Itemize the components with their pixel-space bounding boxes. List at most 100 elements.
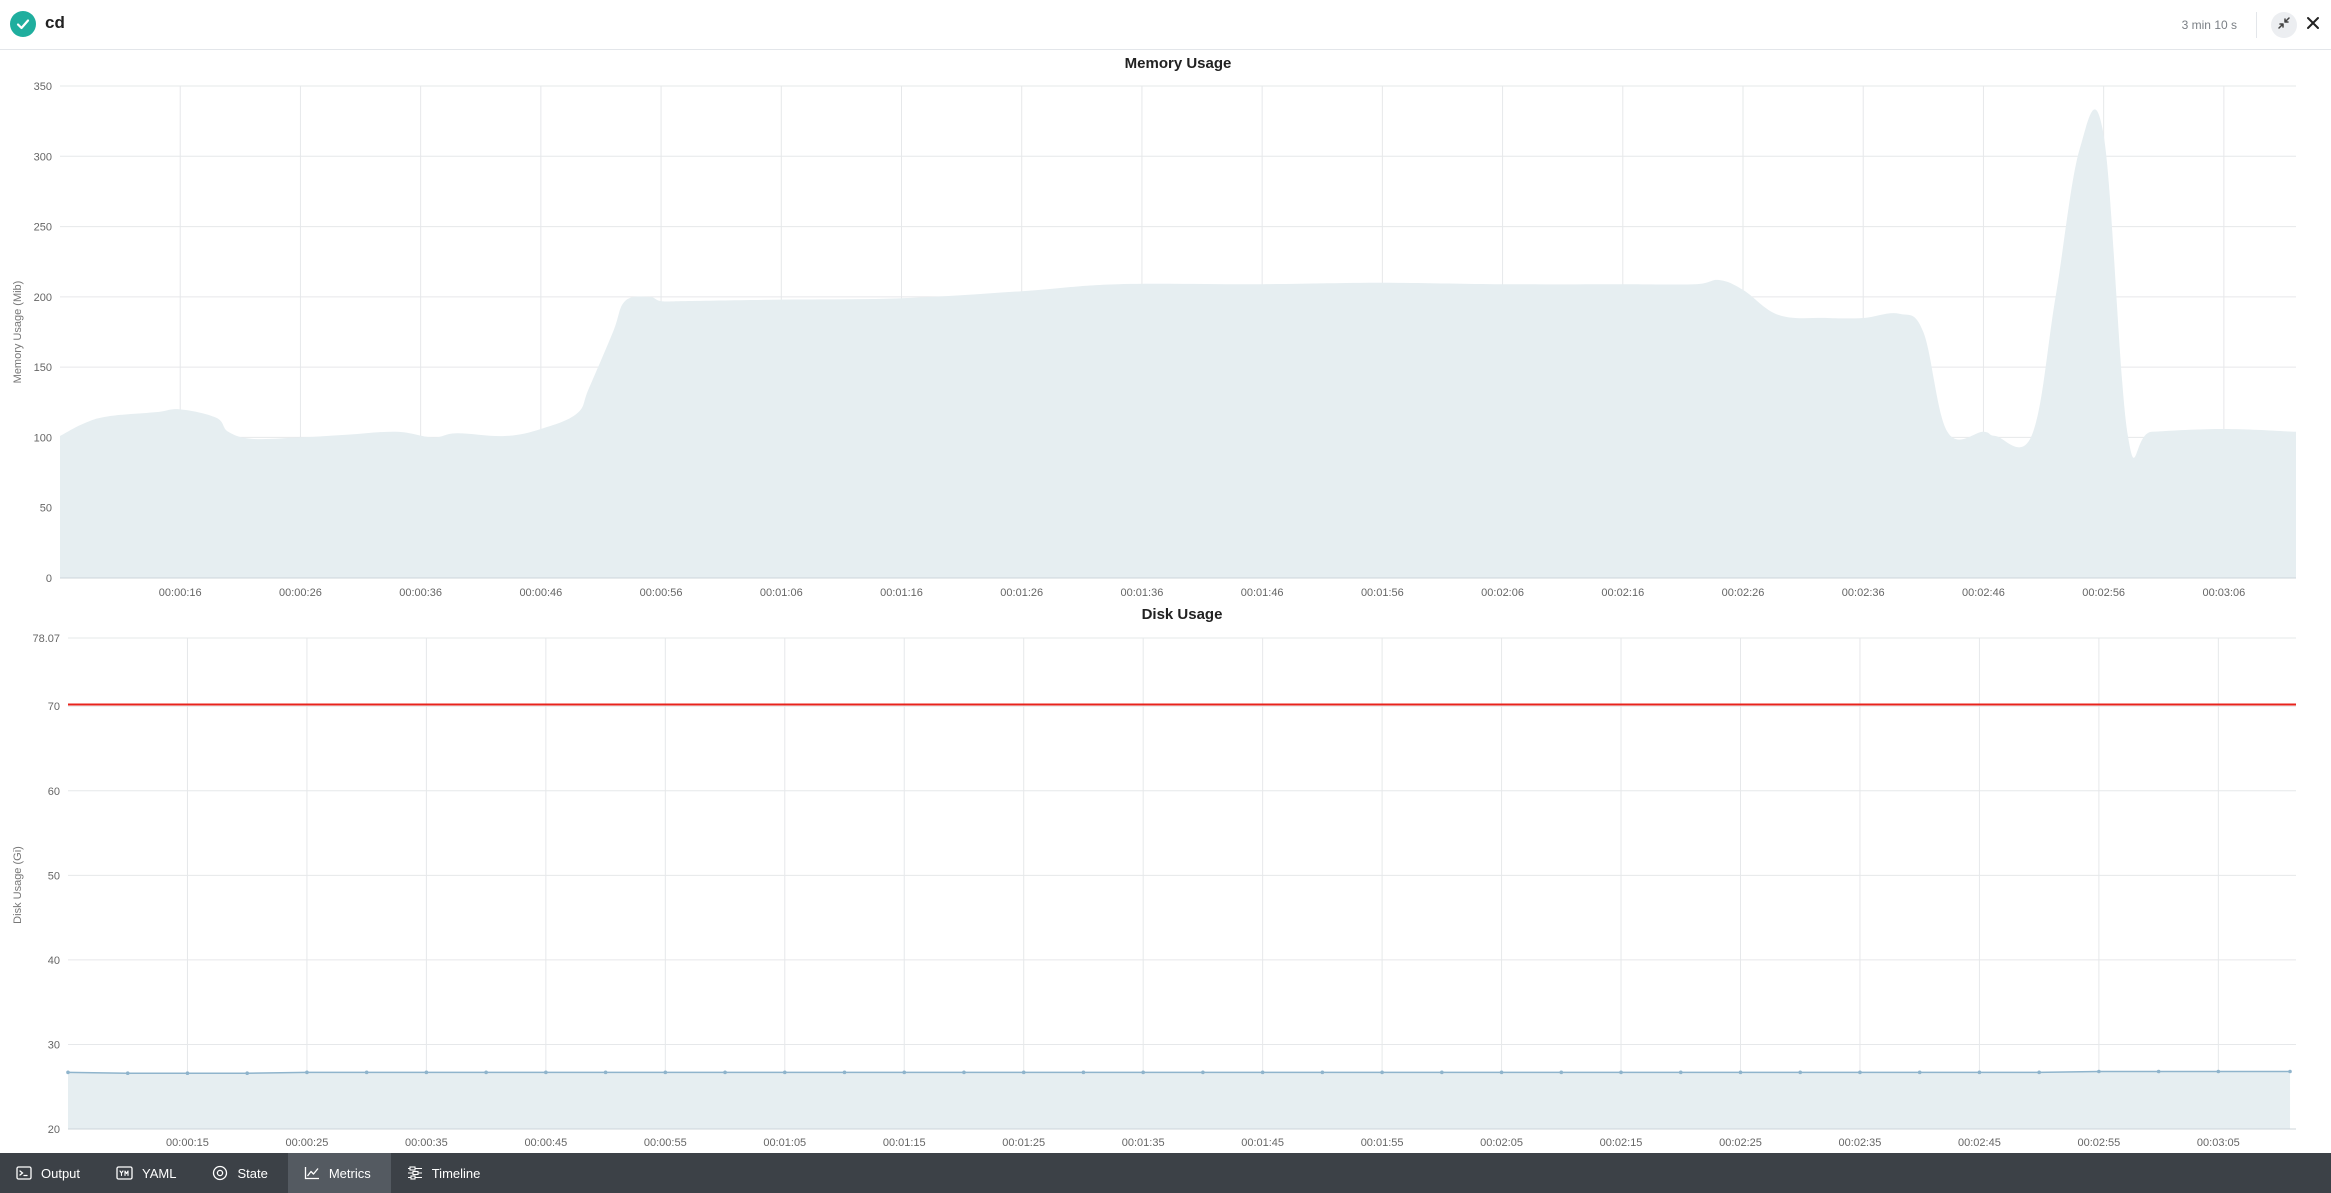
step-duration: 3 min 10 s — [2181, 18, 2237, 32]
x-tick-label: 00:02:25 — [1719, 1137, 1762, 1149]
timeline-icon — [407, 1166, 423, 1180]
x-tick-label: 00:00:15 — [166, 1137, 209, 1149]
x-tick-label: 00:01:25 — [1002, 1137, 1045, 1149]
collapse-arrows-icon — [2277, 16, 2291, 35]
x-tick-label: 00:01:36 — [1121, 587, 1164, 599]
data-point — [1738, 1070, 1743, 1075]
x-tick-label: 00:00:56 — [640, 587, 683, 599]
data-point — [1499, 1070, 1504, 1075]
x-tick-label: 00:01:05 — [763, 1137, 806, 1149]
check-circle-icon — [10, 11, 36, 37]
y-axis-label: Memory Usage (Mib) — [12, 281, 24, 384]
data-point — [424, 1070, 429, 1075]
x-tick-label: 00:01:26 — [1000, 587, 1043, 599]
y-tick-label: 100 — [34, 432, 52, 444]
x-tick-label: 00:02:16 — [1601, 587, 1644, 599]
tab-label: YAML — [142, 1165, 177, 1181]
terminal-icon — [16, 1166, 32, 1180]
close-button[interactable] — [2301, 12, 2325, 38]
data-point — [1798, 1070, 1803, 1075]
tab-output[interactable]: Output — [0, 1153, 100, 1193]
data-point — [1201, 1070, 1205, 1075]
x-tick-label: 00:00:35 — [405, 1137, 448, 1149]
y-tick-label: 300 — [34, 151, 52, 163]
close-icon — [2306, 16, 2320, 35]
data-point — [1380, 1070, 1384, 1075]
tab-label: Output — [41, 1165, 81, 1181]
tab-yaml[interactable]: YAML — [100, 1153, 196, 1193]
y-tick-label: 20 — [48, 1124, 60, 1136]
y-tick-label: 0 — [46, 573, 52, 585]
tab-timeline[interactable]: Timeline — [391, 1153, 501, 1193]
y-tick-label: 40 — [48, 955, 60, 967]
tab-label: Timeline — [431, 1165, 481, 1181]
x-tick-label: 00:02:45 — [1958, 1137, 2001, 1149]
x-tick-label: 00:02:05 — [1480, 1137, 1523, 1149]
data-point — [902, 1070, 907, 1075]
tab-metrics[interactable]: Metrics — [287, 1153, 391, 1193]
series-area — [68, 1071, 2291, 1129]
y-tick-label: 50 — [48, 870, 60, 882]
x-tick-label: 00:01:56 — [1361, 587, 1404, 599]
y-tick-label: 60 — [48, 786, 60, 798]
data-point — [663, 1070, 668, 1075]
data-point — [1678, 1070, 1683, 1075]
x-tick-label: 00:00:36 — [399, 587, 442, 599]
y-tick-label: 30 — [48, 1039, 60, 1051]
data-point — [723, 1070, 727, 1075]
data-point — [185, 1071, 190, 1075]
data-point — [1320, 1070, 1325, 1075]
x-tick-label: 00:03:06 — [2202, 587, 2245, 599]
memory-usage-chart: Memory Usage Memory Usage (Mib) 0 50 100 150 2… — [12, 55, 2296, 599]
yaml-icon — [116, 1166, 133, 1180]
x-tick-label: 00:00:45 — [524, 1137, 567, 1149]
data-point — [603, 1070, 608, 1075]
data-point — [364, 1070, 369, 1075]
x-tick-label: 00:00:25 — [286, 1137, 329, 1149]
x-tick-label: 00:01:06 — [760, 587, 803, 599]
x-tick-label: 00:00:55 — [644, 1137, 687, 1149]
x-tick-label: 00:02:55 — [2077, 1137, 2120, 1149]
x-tick-label: 00:00:46 — [519, 587, 562, 599]
data-point — [2097, 1069, 2101, 1074]
x-tick-label: 00:00:26 — [279, 587, 322, 599]
data-point — [1977, 1070, 1982, 1075]
disk-usage-chart: Disk Usage Disk Usage (Gi) 20 30 40 50 60 70 78.… — [12, 606, 2296, 1149]
data-point — [782, 1070, 787, 1075]
x-tick-label: 00:02:06 — [1481, 587, 1524, 599]
data-point — [842, 1070, 847, 1075]
data-point — [1260, 1070, 1265, 1075]
data-point — [1917, 1070, 1922, 1075]
step-title: cd — [45, 13, 65, 32]
header-divider — [2256, 12, 2257, 38]
y-tick-label: 70 — [48, 701, 60, 713]
data-point — [305, 1070, 309, 1075]
data-point — [245, 1071, 249, 1075]
tab-label: State — [237, 1165, 268, 1181]
collapse-button[interactable] — [2271, 12, 2297, 38]
tab-state[interactable]: State — [196, 1153, 287, 1193]
series-line — [67, 1070, 2291, 1074]
x-tick-label: 00:02:35 — [1839, 1137, 1882, 1149]
chart-line-icon — [304, 1166, 320, 1180]
tab-label: Metrics — [328, 1165, 371, 1181]
y-tick-label: 250 — [34, 222, 52, 234]
data-point — [66, 1070, 70, 1075]
data-point — [1559, 1070, 1564, 1075]
x-tick-label: 00:01:35 — [1122, 1137, 1165, 1149]
data-point — [544, 1070, 548, 1075]
data-point — [1440, 1070, 1444, 1075]
x-tick-label: 00:01:16 — [880, 587, 923, 599]
y-tick-label: 150 — [34, 362, 52, 374]
bottom-tab-bar: Output YAML State Metrics Timeline — [0, 1153, 2331, 1193]
data-point — [2288, 1069, 2292, 1074]
x-tick-label: 00:01:45 — [1241, 1137, 1284, 1149]
x-tick-label: 00:02:26 — [1722, 587, 1765, 599]
chart-title: Disk Usage — [1142, 606, 1223, 623]
y-axis-label: Disk Usage (Gi) — [12, 846, 24, 924]
data-point — [484, 1070, 488, 1075]
target-icon — [212, 1165, 228, 1181]
data-point — [1141, 1070, 1145, 1075]
data-point — [1858, 1070, 1862, 1075]
x-tick-label: 00:01:55 — [1361, 1137, 1404, 1149]
